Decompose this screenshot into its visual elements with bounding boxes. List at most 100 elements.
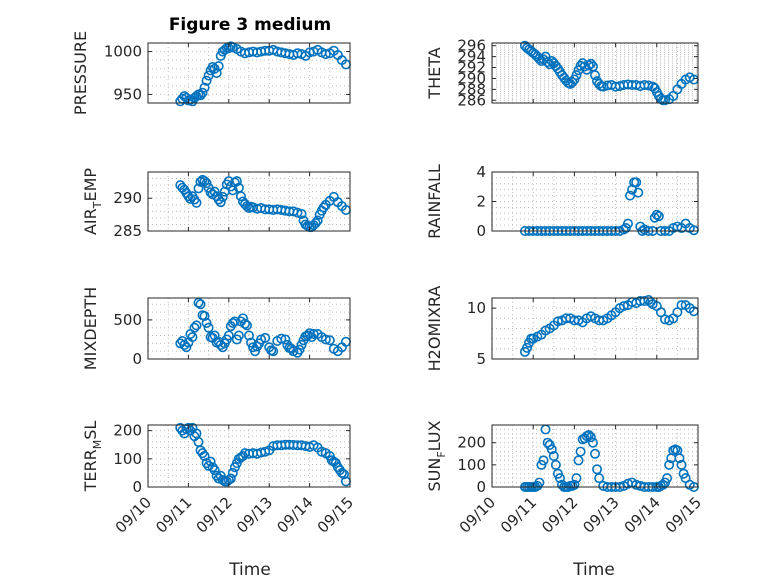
- data-point: [195, 176, 206, 187]
- data-point: [201, 178, 212, 189]
- data-point: [622, 218, 633, 229]
- y-tick-label: 10: [467, 299, 486, 317]
- y-tick-label: 1000: [104, 43, 142, 61]
- y-tick-label: 500: [113, 311, 142, 329]
- y-tick-label: 0: [132, 350, 142, 368]
- data-point: [213, 61, 224, 72]
- y-axis-label: SUNFLUX: [425, 420, 448, 491]
- data-point: [187, 332, 198, 343]
- y-axis-label: AIRTEMP: [81, 168, 104, 235]
- data-point: [583, 60, 594, 71]
- y-tick-label: 288: [457, 80, 486, 98]
- data-point: [324, 335, 335, 346]
- x-tick-label: 09/10: [112, 493, 155, 536]
- x-tick-label: 09/14: [621, 493, 664, 536]
- data-point: [233, 330, 244, 341]
- y-tick-label: 0: [476, 478, 486, 496]
- data-point: [546, 444, 557, 455]
- data-point: [237, 450, 248, 461]
- data-point: [631, 177, 642, 188]
- data-point: [625, 190, 636, 201]
- x-axis-label-left: Time: [228, 560, 271, 580]
- x-tick-label: 09/13: [579, 493, 622, 536]
- y-tick-label: 200: [457, 434, 486, 452]
- y-tick-label: 5: [476, 350, 486, 368]
- data-point: [660, 95, 671, 106]
- data-point: [567, 77, 578, 88]
- data-point: [589, 448, 600, 459]
- data-point: [235, 191, 246, 202]
- data-point: [571, 70, 582, 81]
- data-point: [209, 186, 220, 197]
- y-tick-label: 294: [457, 48, 486, 66]
- data-point: [550, 459, 561, 470]
- data-point: [205, 456, 216, 467]
- data-point: [225, 473, 236, 484]
- data-point: [280, 334, 291, 345]
- subplot-rainfall: 0 2 4 RAINFALL: [425, 163, 699, 240]
- data-point: [585, 432, 596, 443]
- data-point: [227, 467, 238, 478]
- data-point: [618, 301, 629, 312]
- subplot-h2omixra: 5 10 H2OMIXRA: [425, 286, 699, 372]
- y-tick-label: 290: [457, 69, 486, 87]
- data-point: [569, 479, 580, 490]
- data-point: [195, 299, 206, 310]
- y-tick-label: 2: [476, 193, 486, 211]
- axes-frame: [147, 424, 351, 488]
- data-point: [189, 322, 200, 333]
- data-point: [672, 307, 683, 318]
- y-tick-label: 292: [457, 59, 486, 77]
- data-point: [223, 330, 234, 341]
- data-point: [199, 450, 210, 461]
- data-point: [244, 330, 255, 341]
- data-point: [193, 183, 204, 194]
- data-point: [217, 191, 228, 202]
- y-axis-label: THETA: [425, 47, 444, 99]
- y-tick-label: 285: [113, 222, 142, 240]
- data-point: [583, 429, 594, 440]
- data-point: [592, 464, 603, 475]
- data-point: [215, 197, 226, 208]
- data-point: [589, 70, 600, 81]
- data-point: [296, 208, 307, 219]
- data-point: [191, 320, 202, 331]
- y-tick-label: 296: [457, 37, 486, 55]
- x-tick-label: 09/13: [233, 493, 276, 536]
- data-point: [643, 80, 654, 91]
- data-point: [312, 215, 323, 226]
- x-tick-label: 09/14: [273, 493, 316, 536]
- data-point: [276, 333, 287, 344]
- y-axis-label: H2OMIXRA: [425, 286, 444, 372]
- data-point: [538, 455, 549, 466]
- axes-frame: [491, 42, 699, 104]
- data-point: [320, 49, 331, 60]
- data-point: [522, 342, 533, 353]
- data-point: [651, 209, 662, 220]
- data-point: [201, 75, 212, 86]
- y-tick-label: 100: [113, 450, 142, 468]
- subplot-air-temp: 285 290 AIRTEMP: [81, 168, 351, 240]
- data-point: [191, 197, 202, 208]
- data-point: [594, 473, 605, 484]
- data-point: [197, 448, 208, 459]
- data-point: [203, 322, 214, 333]
- data-point: [554, 473, 565, 484]
- data-point: [552, 316, 563, 327]
- data-point: [241, 320, 252, 331]
- subplot-pressure: 950 1000 PRESSURE: [71, 31, 351, 115]
- data-point: [239, 318, 250, 329]
- data-point: [676, 300, 687, 311]
- series-markers: [175, 41, 351, 107]
- y-axis-label: PRESSURE: [71, 31, 90, 115]
- axes-frame: [147, 42, 351, 104]
- data-point: [676, 459, 687, 470]
- data-point: [209, 465, 220, 476]
- series-markers: [175, 297, 351, 358]
- data-point: [195, 90, 206, 101]
- y-tick-label: 286: [457, 91, 486, 109]
- data-point: [664, 459, 675, 470]
